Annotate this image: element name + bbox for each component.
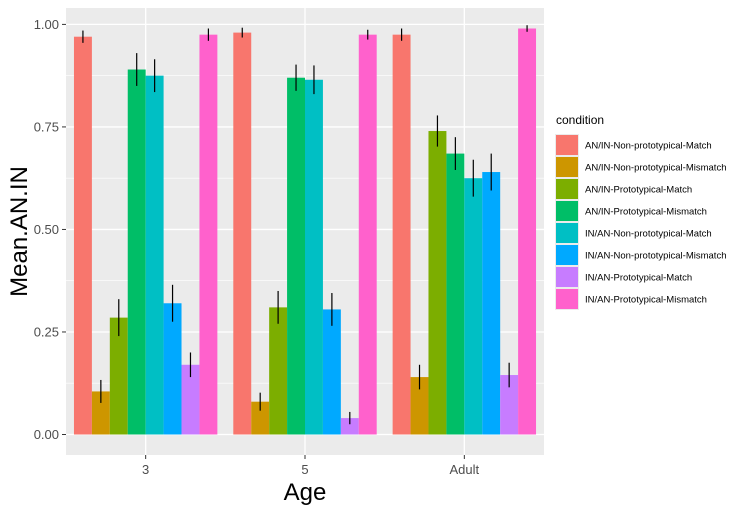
y-tick-label: 1.00 [34,17,59,32]
legend-swatch [556,223,578,243]
bar [127,69,146,435]
legend-label: IN/AN-Non-prototypical-Mismatch [585,251,726,262]
legend-label: AN/IN-Prototypical-Match [585,185,692,196]
legend-swatch [556,267,578,287]
bars-layer [73,28,537,435]
legend-swatch [556,289,578,309]
y-tick-label: 0.00 [34,427,59,442]
y-tick-label: 0.50 [34,222,59,237]
legend-swatch [556,135,578,155]
x-tick-label: 5 [301,462,308,477]
legend-swatch [556,179,578,199]
y-tick-label: 0.75 [34,119,59,134]
legend-swatch [556,157,578,177]
bar [500,375,519,435]
bar [251,401,270,435]
bar [181,364,200,435]
legend-label: IN/AN-Non-prototypical-Match [585,229,712,240]
legend-title: condition [556,113,604,127]
bar [287,77,305,435]
bar [392,34,411,435]
y-tick-label: 0.25 [34,324,59,339]
bar [482,172,501,435]
bar [199,34,218,435]
bar [305,79,323,435]
bar [358,34,377,435]
bar [428,131,447,435]
bar [410,377,429,435]
bar [446,153,465,435]
bar [322,309,341,435]
legend-label: AN/IN-Non-prototypical-Mismatch [585,163,726,174]
legend-swatch [556,245,578,265]
bar [269,307,288,435]
x-axis-title: Age [284,479,327,506]
bar [145,75,164,435]
legend-label: IN/AN-Prototypical-Mismatch [585,295,707,306]
bar [464,178,483,435]
bar [518,28,537,435]
bar [340,418,359,435]
y-axis: 0.00 0.25 0.50 0.75 1.00 [34,17,66,442]
bar [109,317,128,435]
legend-label: AN/IN-Non-prototypical-Match [585,141,712,152]
legend-label: AN/IN-Prototypical-Mismatch [585,207,707,218]
y-axis-title: Mean.AN.IN [6,166,33,297]
bar [91,391,110,435]
bar [163,303,182,435]
legend-label: IN/AN-Prototypical-Match [585,273,692,284]
bar [233,32,252,435]
legend-swatch [556,201,578,221]
bar [73,36,92,435]
x-axis: 3 5 Adult [142,455,480,477]
error-bars-layer [82,25,528,425]
legend: condition AN/IN-Non-prototypical-Match AN… [555,113,726,310]
x-tick-label: 3 [142,462,149,477]
x-tick-label: Adult [450,462,480,477]
